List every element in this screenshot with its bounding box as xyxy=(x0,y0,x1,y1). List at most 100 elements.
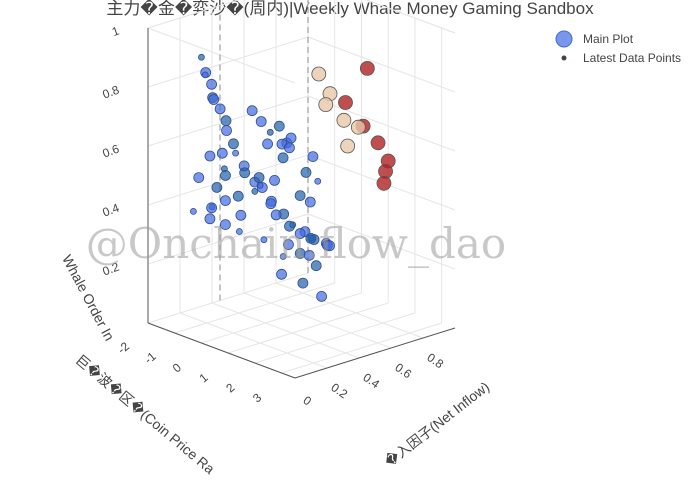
main-data-point[interactable] xyxy=(216,147,228,159)
floor-grid-x xyxy=(211,302,360,359)
legend-main-marker xyxy=(555,30,573,48)
main-data-point[interactable] xyxy=(307,151,319,163)
legend: Main Plot Latest Data Points xyxy=(555,30,682,65)
main-data-point[interactable] xyxy=(262,138,273,150)
main-data-point[interactable] xyxy=(235,228,243,235)
main-data-point[interactable] xyxy=(198,53,205,61)
main-data-point[interactable] xyxy=(324,240,335,252)
wall-grid-z xyxy=(147,36,309,88)
watermark-text: @Onchain.flow_dao xyxy=(86,219,506,268)
side-grid-z xyxy=(307,36,456,93)
main-data-point[interactable] xyxy=(316,290,328,302)
main-data-point[interactable] xyxy=(284,220,295,232)
x-tick-label: 0.4 xyxy=(360,370,382,391)
main-data-point[interactable] xyxy=(279,253,287,260)
latest-data-point[interactable] xyxy=(359,61,375,76)
latest-data-point[interactable] xyxy=(376,175,392,191)
floor-grid-y xyxy=(228,302,389,354)
main-data-point[interactable] xyxy=(285,132,297,144)
main-data-point[interactable] xyxy=(265,198,277,210)
main-data-point[interactable] xyxy=(220,169,231,181)
main-data-point[interactable] xyxy=(208,94,220,105)
latest-data-point[interactable] xyxy=(350,119,366,135)
main-data-point[interactable] xyxy=(204,213,216,225)
main-data-point[interactable] xyxy=(214,103,226,115)
legend-latest-label: Latest Data Points xyxy=(583,51,681,65)
latest-data-point[interactable] xyxy=(340,138,356,154)
main-data-point[interactable] xyxy=(232,190,244,202)
y-tick-label: 3 xyxy=(250,390,264,405)
main-data-point[interactable] xyxy=(303,249,315,261)
main-data-point[interactable] xyxy=(251,187,259,195)
main-data-point[interactable] xyxy=(310,260,322,272)
main-data-point[interactable] xyxy=(206,78,217,90)
main-data-point[interactable] xyxy=(246,105,258,117)
latest-data-point[interactable] xyxy=(318,97,334,112)
main-data-point[interactable] xyxy=(228,138,239,150)
x-tick-label: 0 xyxy=(301,393,315,408)
z-tick-label: 0.2 xyxy=(101,260,122,279)
floor-grid-y xyxy=(254,312,416,364)
main-data-point[interactable] xyxy=(294,228,306,239)
top-edge xyxy=(147,0,240,29)
main-data-point[interactable] xyxy=(273,120,285,132)
main-data-point[interactable] xyxy=(204,150,216,162)
main-data-point[interactable] xyxy=(300,166,312,178)
main-data-point[interactable] xyxy=(305,232,317,244)
floor-grid-y xyxy=(147,272,309,324)
main-data-point[interactable] xyxy=(235,209,247,221)
main-data-point[interactable] xyxy=(193,172,205,184)
x-tick-label: 0.2 xyxy=(328,380,350,401)
z-tick-label: 0.4 xyxy=(101,201,122,220)
x-axis-title: �入因子(Net Inflow) xyxy=(382,378,493,469)
main-data-point[interactable] xyxy=(255,116,267,127)
legend-latest-marker xyxy=(561,55,567,61)
main-data-point[interactable] xyxy=(304,196,316,208)
main-data-point[interactable] xyxy=(284,142,295,154)
main-data-point[interactable] xyxy=(269,174,280,186)
main-data-point[interactable] xyxy=(256,181,264,189)
legend-item-latest[interactable]: Latest Data Points xyxy=(561,51,682,65)
y-tick-label: 0 xyxy=(170,360,184,375)
x-axis-line xyxy=(294,327,456,379)
main-data-point[interactable] xyxy=(189,207,197,215)
main-data-point[interactable] xyxy=(220,115,232,127)
main-data-point[interactable] xyxy=(206,202,218,214)
floor-grid-y xyxy=(201,292,362,344)
z-tick-label: 1 xyxy=(110,24,121,40)
z-tick-label: 0.8 xyxy=(101,83,122,102)
z-tick-label: 0.6 xyxy=(101,142,122,161)
main-data-point[interactable] xyxy=(232,149,240,157)
main-data-point[interactable] xyxy=(314,177,322,185)
top-edge xyxy=(147,27,296,84)
main-data-point[interactable] xyxy=(294,190,306,202)
main-data-point[interactable] xyxy=(270,209,282,221)
main-data-point[interactable] xyxy=(201,71,209,79)
main-data-point[interactable] xyxy=(253,172,265,183)
main-data-point[interactable] xyxy=(297,277,309,289)
main-data-point[interactable] xyxy=(211,181,223,193)
main-data-point[interactable] xyxy=(266,128,274,136)
main-data-point[interactable] xyxy=(277,152,289,164)
legend-item-main[interactable]: Main Plot xyxy=(555,30,634,48)
y-tick-label: -1 xyxy=(142,349,159,367)
floor-grid-x xyxy=(243,292,392,349)
top-edge xyxy=(365,0,456,34)
latest-data-point[interactable] xyxy=(338,95,353,110)
main-data-point[interactable] xyxy=(239,167,251,179)
main-data-point[interactable] xyxy=(221,125,232,136)
latest-data-point[interactable] xyxy=(311,66,327,82)
x-tick-label: 0.6 xyxy=(392,360,414,381)
main-data-point[interactable] xyxy=(260,236,268,244)
y-axis-line xyxy=(147,322,296,379)
main-data-point[interactable] xyxy=(220,195,231,207)
floor-grid-x xyxy=(179,312,328,369)
latest-data-point[interactable] xyxy=(370,135,386,151)
side-grid-z xyxy=(307,213,456,270)
main-data-point[interactable] xyxy=(283,239,294,250)
wall-grid-z xyxy=(147,213,309,265)
legend-main-label: Main Plot xyxy=(583,32,634,46)
main-data-point[interactable] xyxy=(276,268,287,280)
latest-data-point[interactable] xyxy=(336,112,352,128)
main-data-point[interactable] xyxy=(219,219,231,231)
